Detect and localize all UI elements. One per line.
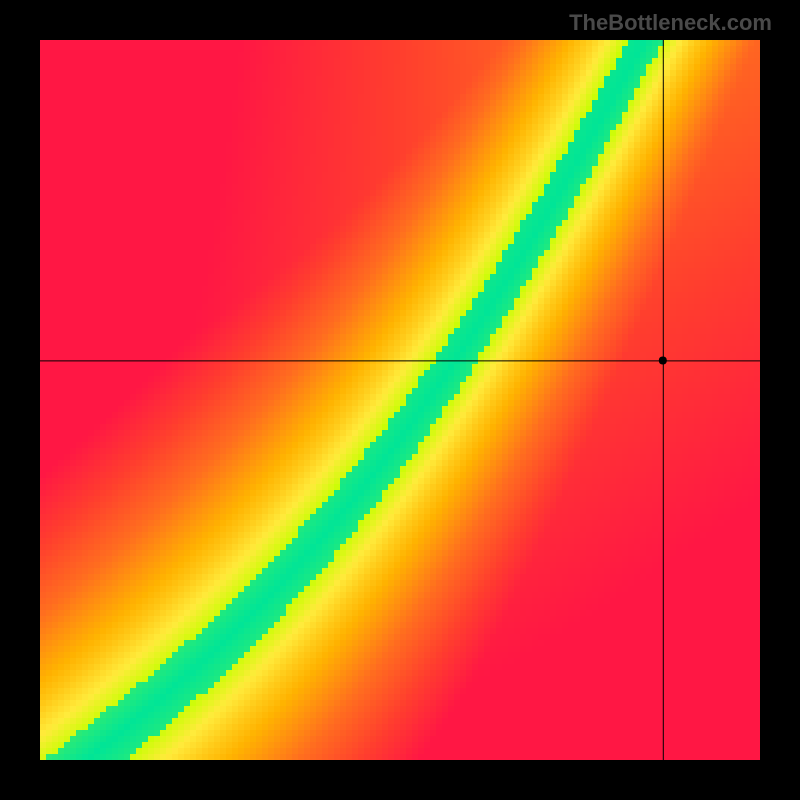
bottleneck-heatmap [40, 40, 760, 760]
chart-container: TheBottleneck.com [0, 0, 800, 800]
watermark-text: TheBottleneck.com [569, 10, 772, 36]
